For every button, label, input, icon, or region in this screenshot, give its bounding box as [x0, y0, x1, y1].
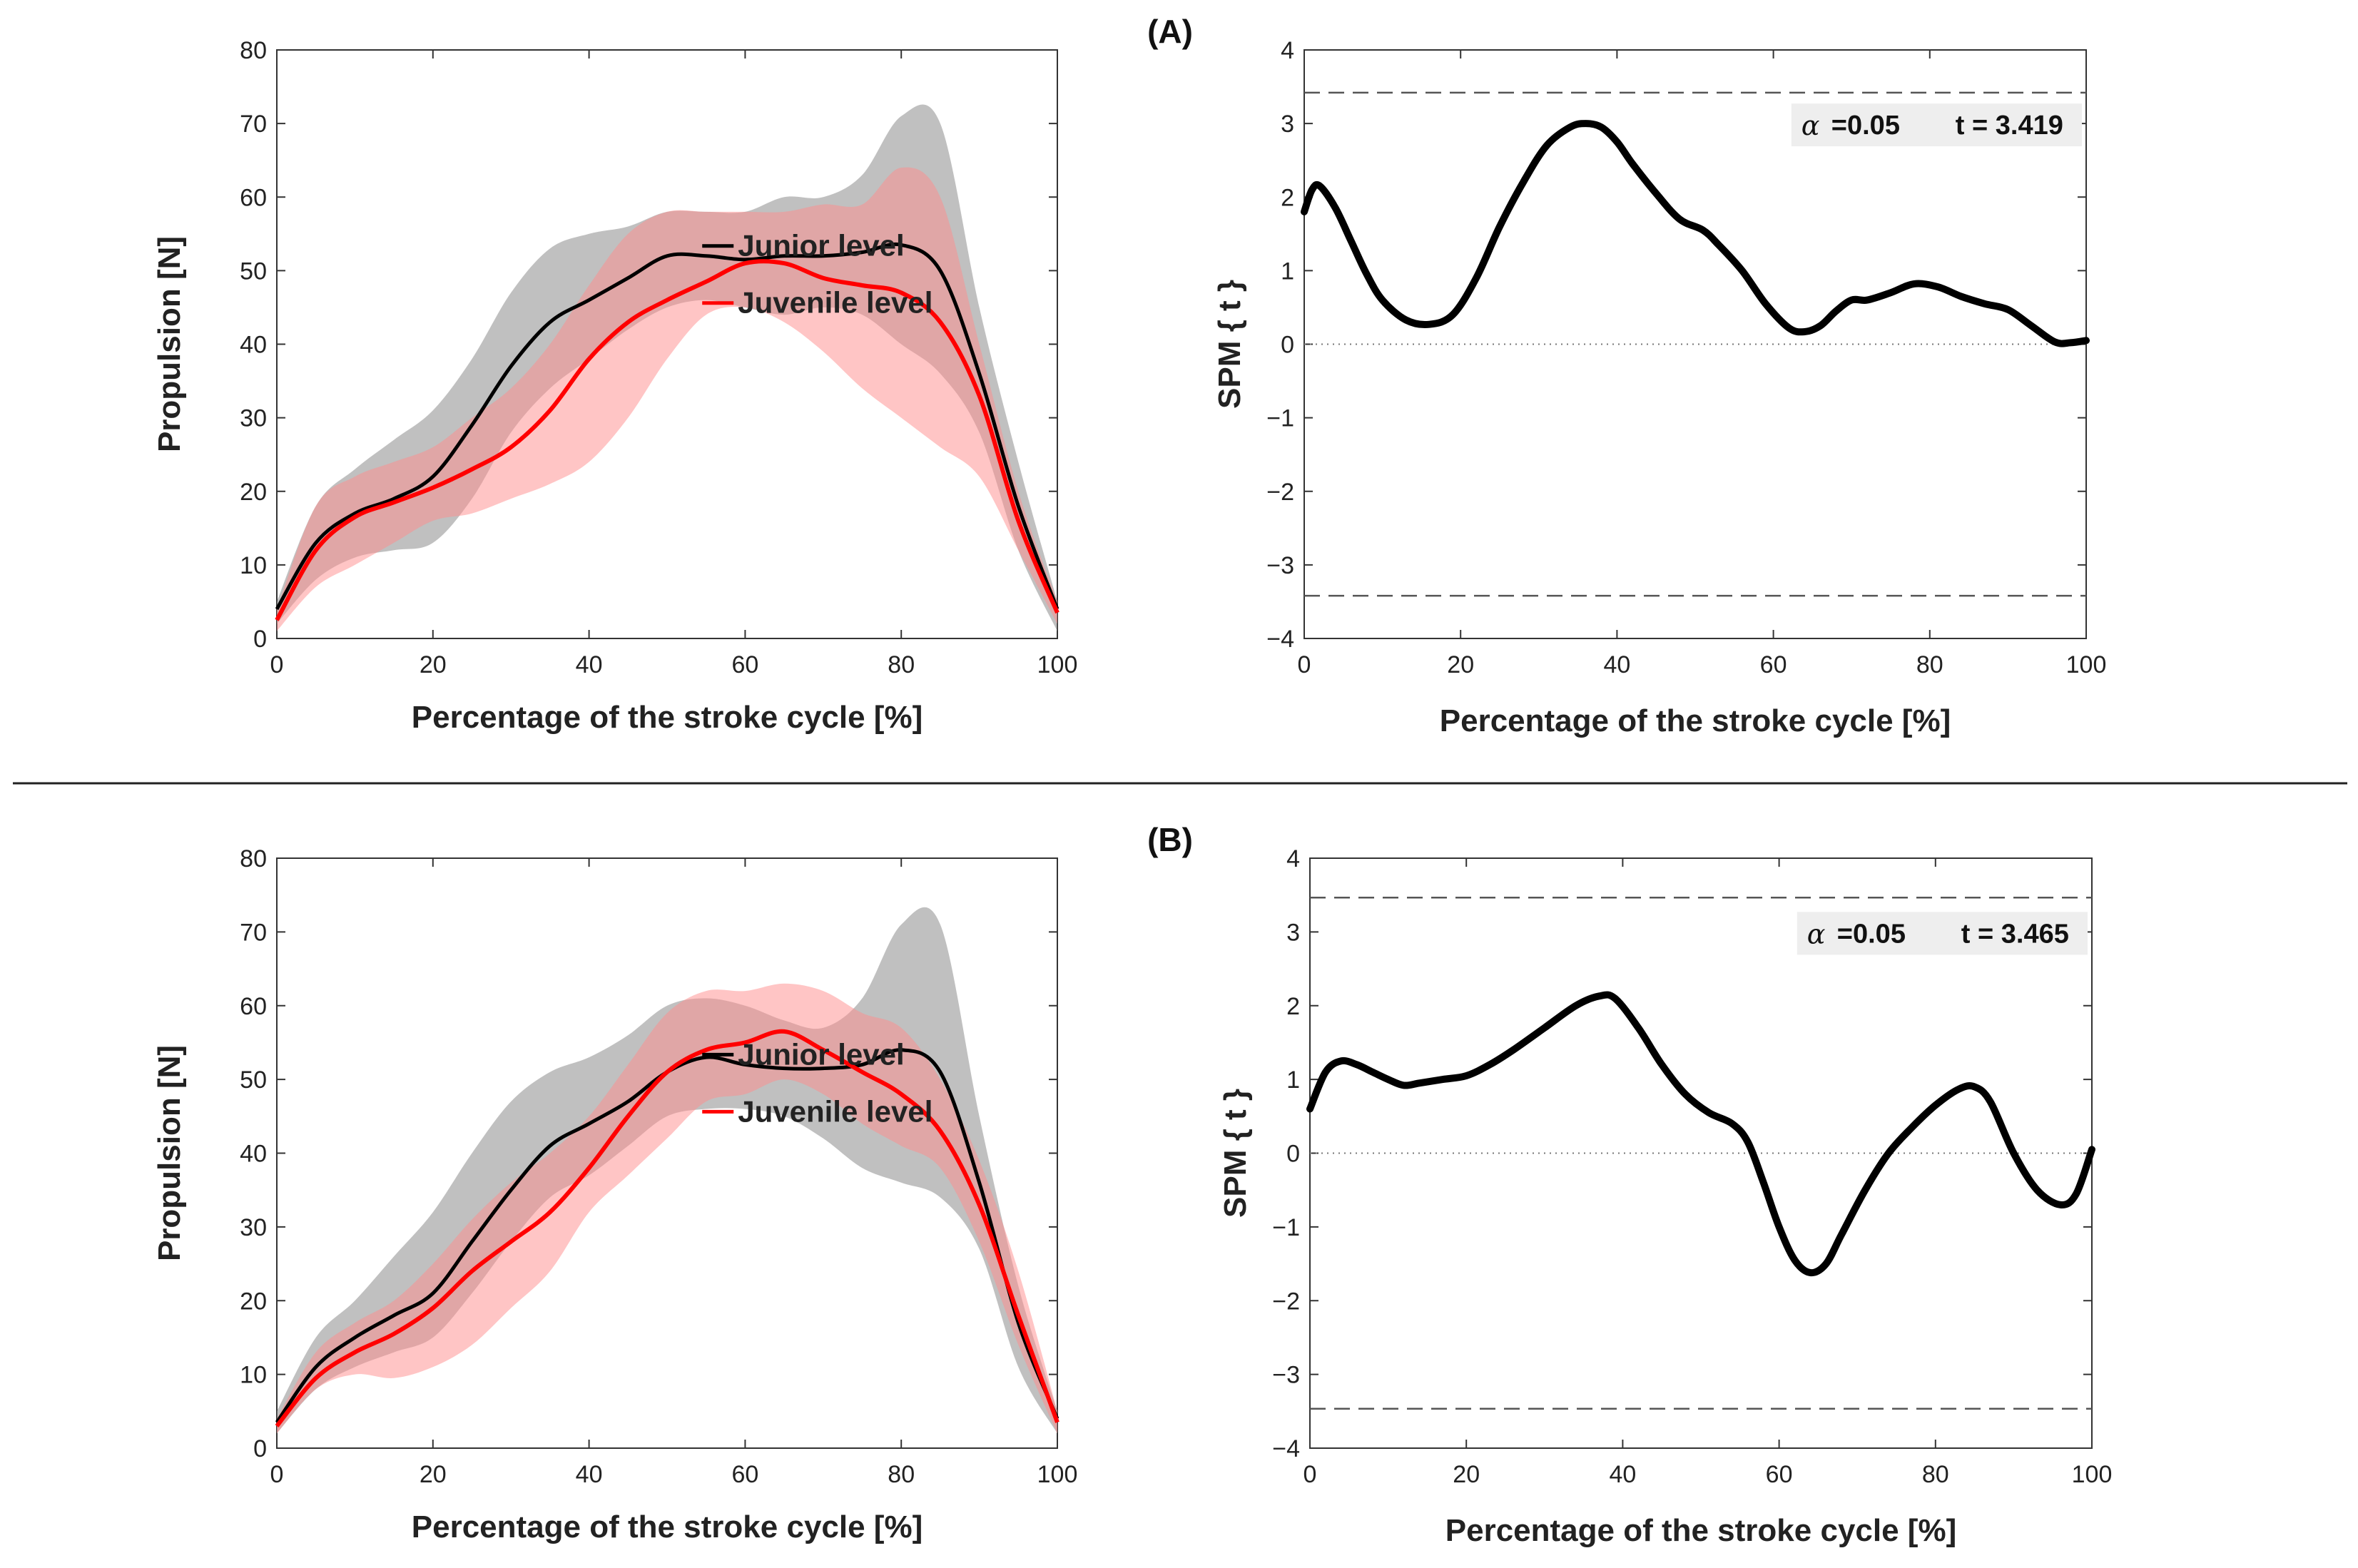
chart-a-propulsion: 0 20 40 60 80 100 0 10 20 30 40 50 60 70 80 Percentage … — [152, 37, 1077, 735]
y-tick-label: 30 — [240, 1214, 267, 1241]
y-tick-label: 80 — [240, 845, 267, 872]
x-tick-label: 100 — [2072, 1461, 2113, 1488]
y-tick-label: 80 — [240, 37, 267, 64]
y-axis-label: Propulsion [N] — [152, 236, 187, 452]
y-tick-label: 0 — [1286, 1141, 1300, 1168]
chart-b-propulsion: 0 20 40 60 80 100 0 10 20 30 40 50 60 70 80 Percentage … — [152, 845, 1077, 1544]
y-tick-label: 70 — [240, 111, 267, 138]
legend-label-juvenile: Juvenile level — [738, 286, 932, 320]
y-tick-label: 50 — [240, 258, 267, 285]
threshold-annotation-box — [1797, 912, 2088, 955]
x-tick-label: 20 — [420, 1461, 447, 1488]
y-tick-label: 3 — [1286, 919, 1300, 946]
y-tick-label: 2 — [1286, 993, 1300, 1020]
x-axis-label: Percentage of the stroke cycle [%] — [412, 1510, 923, 1544]
y-tick-label: 50 — [240, 1066, 267, 1094]
y-axis-label: Propulsion [N] — [152, 1045, 187, 1261]
mean-line-juvenile — [275, 1029, 1059, 1427]
x-tick-label: 60 — [731, 1461, 758, 1488]
x-tick-label: 20 — [1453, 1461, 1480, 1488]
y-tick-label: 1 — [1286, 1066, 1300, 1094]
x-tick-label: 0 — [1303, 1461, 1317, 1488]
y-tick-label: −3 — [1266, 552, 1294, 579]
y-tick-label: 2 — [1281, 184, 1294, 211]
x-tick-label: 80 — [888, 1461, 915, 1488]
band-juvenile — [277, 167, 1057, 631]
y-axis-label: SPM { t } — [1218, 1089, 1253, 1218]
y-tick-label: 4 — [1286, 845, 1300, 872]
x-axis-label: Percentage of the stroke cycle [%] — [412, 700, 923, 735]
x-tick-label: 100 — [1037, 651, 1078, 678]
legend-label-junior: Junior level — [738, 1037, 904, 1071]
y-tick-label: 60 — [240, 184, 267, 211]
threshold-value: t = 3.465 — [1961, 919, 2069, 949]
y-tick-label: −4 — [1266, 626, 1294, 653]
y-tick-label: 0 — [253, 1435, 267, 1462]
x-tick-label: 60 — [1760, 651, 1787, 678]
spm-curve — [1301, 120, 2090, 347]
threshold-annotation-box — [1791, 103, 2082, 147]
y-axis-label: SPM { t } — [1212, 280, 1247, 409]
chart-a-spm: 0 20 40 60 80 100 −4 −3 −2 −1 0 1 2 3 4 Percentage of t… — [1212, 37, 2106, 738]
y-tick-label: −3 — [1272, 1362, 1300, 1389]
x-tick-label: 100 — [2066, 651, 2107, 678]
legend-label-juvenile: Juvenile level — [738, 1094, 932, 1128]
x-axis-label: Percentage of the stroke cycle [%] — [1445, 1513, 1956, 1548]
y-tick-label: 30 — [240, 405, 267, 432]
threshold-value: t = 3.419 — [1956, 111, 2063, 141]
y-tick-label: 40 — [240, 1141, 267, 1168]
x-tick-label: 40 — [576, 651, 603, 678]
mean-line-juvenile — [275, 259, 1059, 621]
alpha-value: =0.05 — [1837, 919, 1906, 949]
y-tick-label: 20 — [240, 479, 267, 506]
y-tick-label: −2 — [1266, 479, 1294, 506]
chart-b-spm: 0 20 40 60 80 100 −4 −3 −2 −1 0 1 2 3 4 Percentage of t… — [1218, 845, 2112, 1548]
y-tick-label: 0 — [253, 626, 267, 653]
x-tick-label: 0 — [270, 651, 284, 678]
legend-label-junior: Junior level — [738, 229, 904, 263]
x-tick-label: 40 — [576, 1461, 603, 1488]
panel-label-a: (A) — [1147, 13, 1193, 50]
spm-curve — [1306, 991, 2095, 1277]
x-tick-label: 80 — [888, 651, 915, 678]
panel-label-b: (B) — [1147, 821, 1193, 858]
y-tick-label: −2 — [1272, 1288, 1300, 1315]
y-tick-label: 40 — [240, 332, 267, 359]
y-tick-label: 0 — [1281, 332, 1294, 359]
x-tick-label: 20 — [420, 651, 447, 678]
x-tick-label: 0 — [1298, 651, 1311, 678]
x-tick-label: 80 — [1922, 1461, 1949, 1488]
y-tick-label: 3 — [1281, 111, 1294, 138]
y-tick-label: −1 — [1266, 405, 1294, 432]
x-tick-label: 80 — [1916, 651, 1943, 678]
y-tick-label: 70 — [240, 919, 267, 946]
y-tick-label: −4 — [1272, 1435, 1300, 1462]
y-tick-label: 20 — [240, 1288, 267, 1315]
x-tick-label: 60 — [731, 651, 758, 678]
x-axis-label: Percentage of the stroke cycle [%] — [1440, 703, 1951, 738]
x-tick-label: 100 — [1037, 1461, 1078, 1488]
x-tick-label: 40 — [1603, 651, 1630, 678]
x-tick-label: 40 — [1609, 1461, 1636, 1488]
mean-line-junior — [275, 242, 1059, 611]
y-tick-label: 60 — [240, 993, 267, 1020]
x-tick-label: 20 — [1447, 651, 1474, 678]
y-tick-label: 10 — [240, 1362, 267, 1389]
alpha-symbol: α — [1807, 918, 1826, 950]
alpha-symbol: α — [1801, 110, 1820, 141]
alpha-value: =0.05 — [1831, 111, 1900, 141]
y-tick-label: 4 — [1281, 37, 1294, 64]
x-tick-label: 60 — [1766, 1461, 1793, 1488]
x-tick-label: 0 — [270, 1461, 284, 1488]
y-tick-label: 10 — [240, 552, 267, 579]
band-juvenile — [277, 983, 1057, 1434]
y-tick-label: −1 — [1272, 1214, 1300, 1241]
y-tick-label: 1 — [1281, 258, 1294, 285]
